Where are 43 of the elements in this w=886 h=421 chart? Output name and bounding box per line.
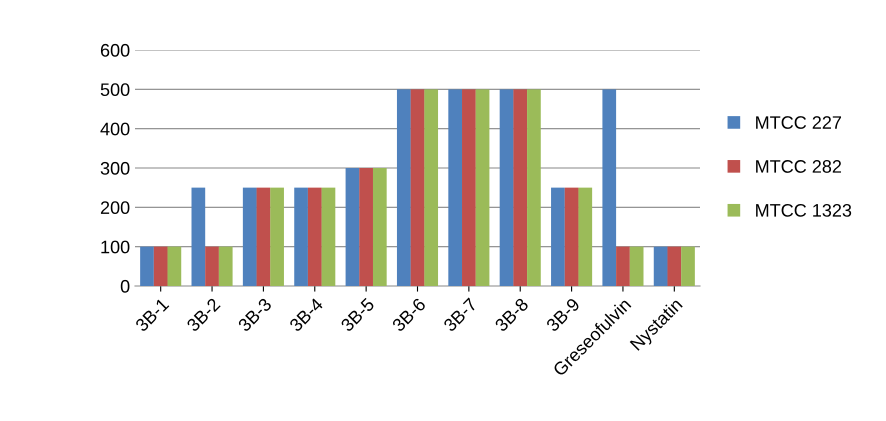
- bar: [192, 188, 206, 286]
- bar: [578, 188, 592, 286]
- bar: [140, 246, 154, 286]
- bar: [667, 246, 682, 286]
- bar: [154, 246, 168, 286]
- bar: [359, 168, 373, 286]
- bar: [372, 168, 387, 286]
- bar: [513, 89, 528, 286]
- bar: [205, 246, 219, 286]
- legend-label: MTCC 282: [756, 160, 842, 173]
- y-tick-label: 400: [100, 122, 130, 136]
- bar: [322, 188, 336, 286]
- bar: [308, 188, 322, 286]
- y-tick-label: 200: [100, 201, 130, 214]
- bar: [476, 89, 490, 286]
- bar: [654, 246, 668, 286]
- bar: [564, 188, 578, 286]
- bar: [346, 168, 360, 286]
- bar: [410, 89, 424, 286]
- y-tick-label: 600: [100, 44, 130, 57]
- bar: [500, 89, 514, 286]
- bar: [270, 188, 284, 286]
- bar: [551, 188, 565, 286]
- bar: [462, 89, 476, 286]
- bar: [242, 188, 257, 286]
- legend-label: MTCC 227: [756, 116, 842, 129]
- bar: [630, 246, 644, 286]
- bar: [448, 89, 462, 286]
- y-tick-label: 500: [100, 83, 130, 96]
- bar: [168, 246, 182, 286]
- bar: [218, 246, 233, 286]
- legend-label: MTCC 1323: [756, 204, 852, 217]
- bar: [256, 188, 270, 286]
- bar: [616, 246, 630, 286]
- bar: [527, 89, 541, 286]
- bar: [396, 89, 411, 286]
- y-tick-label: 0: [120, 280, 130, 293]
- bar: [424, 89, 438, 286]
- y-tick-label: 300: [100, 162, 130, 175]
- bar: [681, 246, 695, 286]
- bar: [294, 188, 308, 286]
- y-tick-label: 100: [101, 240, 130, 254]
- bar: [602, 89, 616, 286]
